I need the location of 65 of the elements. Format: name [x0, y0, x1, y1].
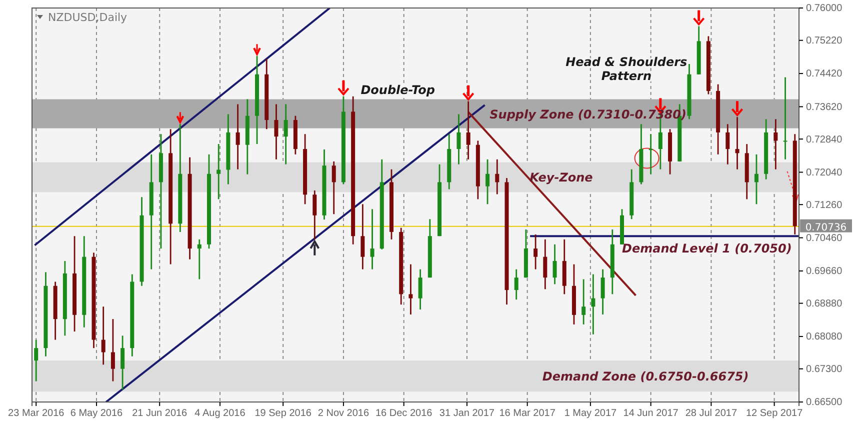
- candlestick: [110, 318, 115, 382]
- y-tick-label: 0.74420: [806, 68, 843, 80]
- y-tick-label: 0.73620: [806, 102, 843, 113]
- candlestick: [648, 133, 653, 176]
- candlestick: [600, 268, 605, 316]
- candlestick: [197, 238, 202, 280]
- annotation: Head & Shoulders Pattern: [566, 55, 688, 84]
- candlestick: [754, 154, 758, 205]
- x-tick-label: 4 Aug 2016: [194, 408, 246, 420]
- x-tick-label: 1 May 2017: [564, 408, 618, 420]
- candlestick: [552, 244, 557, 285]
- candlestick: [534, 234, 538, 270]
- candlestick: [582, 278, 586, 326]
- x-tick-label: 21 Jun 2016: [132, 408, 188, 420]
- candlestick: [236, 104, 240, 170]
- y-tick-label: 0.66500: [806, 397, 843, 408]
- band-label: Key-Zone: [530, 170, 593, 185]
- annotation: Double-Top: [360, 82, 436, 97]
- y-tick-label: 0.70460: [806, 232, 843, 244]
- candlestick: [216, 143, 221, 200]
- x-tick-label: 16 Mar 2017: [499, 408, 556, 420]
- x-tick-label: 6 May 2016: [70, 408, 124, 420]
- ref-line-label: 0.70736: [805, 222, 847, 234]
- annotation: Demand Level 1 (0.7050): [622, 241, 792, 256]
- y-tick-label: 0.72840: [806, 134, 843, 146]
- candlestick: [783, 76, 788, 160]
- candlestick: [514, 268, 518, 300]
- candlestick: [418, 268, 422, 310]
- candlestick: [495, 158, 500, 195]
- candlestick: [726, 123, 730, 166]
- candlestick: [34, 339, 38, 382]
- candlestick: [466, 100, 470, 160]
- y-tick-label: 0.69660: [806, 266, 843, 278]
- x-tick-label: 19 Sep 2016: [254, 408, 312, 420]
- y-tick-label: 0.67300: [806, 364, 843, 376]
- candlestick: [486, 158, 490, 205]
- candlestick: [456, 113, 461, 166]
- candlestick: [284, 104, 288, 166]
- candlestick: [274, 104, 278, 160]
- x-tick-label: 2 Nov 2016: [318, 408, 370, 420]
- x-tick-label: 12 Sep 2017: [746, 408, 804, 420]
- candlestick: [120, 334, 125, 390]
- candlestick: [360, 203, 365, 270]
- candlestick: [774, 118, 778, 170]
- candlestick: [543, 238, 548, 290]
- y-tick-label: 0.75220: [806, 36, 843, 47]
- candlestick: [735, 116, 740, 170]
- candlestick: [370, 208, 374, 270]
- y-tick-label: 0.72040: [806, 167, 843, 178]
- candlestick: [408, 264, 413, 316]
- chart-title: NZDUSD,Daily: [48, 11, 128, 24]
- x-tick-label: 23 Mar 2016: [8, 408, 65, 420]
- y-tick-label: 0.68880: [806, 298, 843, 310]
- candlestick: [312, 190, 317, 240]
- x-tick-label: 28 Jul 2017: [685, 408, 738, 420]
- x-tick-label: 31 Jan 2017: [439, 408, 495, 420]
- band-label: Demand Zone (0.6750-0.6675): [542, 370, 749, 384]
- y-tick-label: 0.68080: [806, 332, 843, 343]
- candlestick: [591, 274, 596, 336]
- x-tick-label: 16 Dec 2016: [375, 408, 433, 420]
- y-tick-label: 0.71260: [806, 200, 843, 211]
- candlestick: [101, 306, 106, 366]
- candlestick: [332, 160, 336, 215]
- x-tick-label: 14 Jun 2017: [623, 408, 679, 420]
- y-tick-label: 0.76000: [806, 3, 843, 14]
